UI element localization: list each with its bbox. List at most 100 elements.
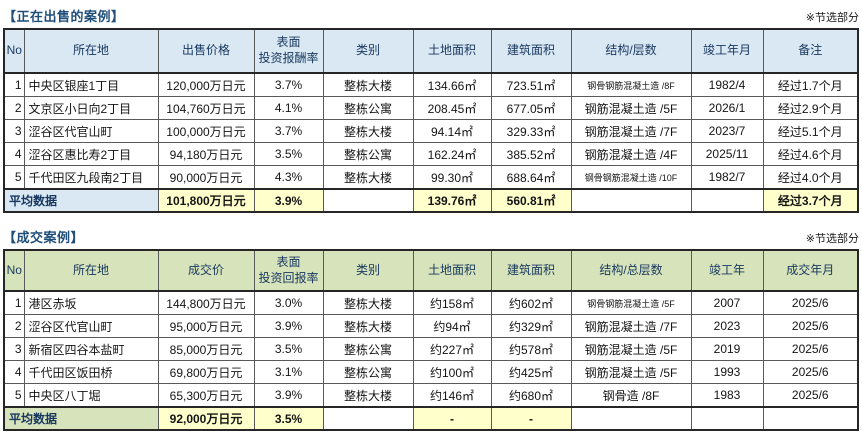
cell: 3: [3, 337, 25, 361]
cell: 134.66㎡: [412, 72, 492, 97]
cell: 3.5%: [253, 337, 324, 361]
column-header: 建筑面积: [490, 249, 572, 292]
section-title-for-sale: 【正在出售的案例】: [3, 9, 125, 24]
section-title-closed-deals: 【成交案例】: [3, 230, 85, 245]
cell: 1: [3, 72, 25, 97]
cell: 2026/1: [690, 96, 764, 120]
cell: 钢骨钢筋混凝土造 /5F: [570, 290, 692, 315]
cell: 329.33㎡: [490, 119, 572, 143]
cell: 2: [3, 96, 25, 120]
cell: 3.0%: [253, 290, 324, 315]
cell: 677.05㎡: [490, 96, 572, 120]
cell: 整栋大楼: [322, 314, 414, 338]
average-cell: 3.9%: [253, 188, 324, 213]
cell: 144,800万日元: [157, 290, 255, 315]
cell: 钢骨钢筋混凝土造 /8F: [570, 72, 692, 97]
cell: 2007: [690, 290, 764, 315]
table-row: 1 中央区银座1丁目 120,000万日元 3.7% 整栋大楼 134.66㎡ 723.51…: [3, 72, 859, 97]
table-row: 4 千代田区饭田桥 69,800万日元 3.1% 整栋公寓 约100㎡ 约425㎡ 钢筋混凝土…: [3, 360, 859, 384]
cell: 4: [3, 142, 25, 166]
cell: 整栋大楼: [322, 290, 414, 315]
section-head: 【正在出售的案例】 ※节选部分: [3, 4, 859, 28]
cell: 2025/6: [762, 360, 859, 384]
average-cell: [570, 406, 692, 431]
cell: 5: [3, 165, 25, 190]
closed-deals-table: No 所在地 成交价 表面 投资回报率 类别 土地面积 建筑面积 结构/总层数 竣工年 成交年月 1…: [3, 249, 859, 431]
cell: 99.30㎡: [412, 165, 492, 190]
cell: 3.9%: [253, 383, 324, 408]
cell: 约227㎡: [412, 337, 492, 361]
cell: 100,000万日元: [157, 119, 255, 143]
cell: 钢筋混凝土造 /7F: [570, 314, 692, 338]
column-header: 备注: [762, 28, 859, 74]
cell: 2023/7: [690, 119, 764, 143]
cell: 4.1%: [253, 96, 324, 120]
average-cell: 92,000万日元: [157, 406, 255, 431]
column-header: 类别: [322, 28, 414, 74]
average-cell: [322, 188, 414, 213]
average-cell: 139.76㎡: [412, 188, 492, 213]
cell: 约680㎡: [490, 383, 572, 408]
cell: 3.5%: [253, 142, 324, 166]
average-cell: [690, 406, 764, 431]
column-header: 所在地: [23, 28, 159, 74]
cell: 约578㎡: [490, 337, 572, 361]
cell: 钢骨造 /8F: [570, 383, 692, 408]
cell: 2025/6: [762, 337, 859, 361]
cell: 整栋大楼: [322, 72, 414, 97]
cell: 65,300万日元: [157, 383, 255, 408]
cell: 涩谷区代官山町: [23, 314, 159, 338]
header-row: No 所在地 出售价格 表面 投资报酬率 类别 土地面积 建筑面积 结构/层数 竣工年月 备注: [3, 28, 859, 74]
table-row: 4 涩谷区惠比寿2丁目 94,180万日元 3.5% 整栋公寓 162.24㎡ 385.52…: [3, 142, 859, 166]
average-row: 平均数据 101,800万日元 3.9% 139.76㎡ 560.81㎡ 经过3.7个月: [3, 188, 859, 213]
average-cell: 560.81㎡: [490, 188, 572, 213]
cell: 钢筋混凝土造 /5F: [570, 360, 692, 384]
column-header: 结构/总层数: [570, 249, 692, 292]
cell: 2: [3, 314, 25, 338]
cell: 104,760万日元: [157, 96, 255, 120]
cell: 整栋公寓: [322, 360, 414, 384]
average-cell: [322, 406, 414, 431]
excerpt-note: ※节选部分: [805, 12, 859, 24]
header-row: No 所在地 成交价 表面 投资回报率 类别 土地面积 建筑面积 结构/总层数 竣工年 成交年月: [3, 249, 859, 292]
cell: 约329㎡: [490, 314, 572, 338]
cell: 3.7%: [253, 119, 324, 143]
column-header: 成交年月: [762, 249, 859, 292]
cell: 1983: [690, 383, 764, 408]
cell: 钢筋混凝土造 /5F: [570, 96, 692, 120]
cell: 港区赤坂: [23, 290, 159, 315]
cell: 经过2.9个月: [762, 96, 859, 120]
cell: 涩谷区惠比寿2丁目: [23, 142, 159, 166]
cell: 钢筋混凝土造 /7F: [570, 119, 692, 143]
cell: 688.64㎡: [490, 165, 572, 190]
table-row: 2 涩谷区代官山町 95,000万日元 3.9% 整栋大楼 约94㎡ 约329㎡ 钢筋混凝土造…: [3, 314, 859, 338]
page: 【正在出售的案例】 ※节选部分 No 所在地 出售价格 表面 投资报酬率 类别 土地面积建…: [3, 4, 859, 431]
cell: 整栋大楼: [322, 383, 414, 408]
column-header: 成交价: [157, 249, 255, 292]
column-header: 土地面积: [412, 249, 492, 292]
average-row: 平均数据 92,000万日元 3.5% - -: [3, 406, 859, 431]
cell: 85,000万日元: [157, 337, 255, 361]
table-row: 5 千代田区九段南2丁目 90,000万日元 4.3% 整栋大楼 99.30㎡ 688.64…: [3, 165, 859, 190]
cell: 4.3%: [253, 165, 324, 190]
cell: 2025/11: [690, 142, 764, 166]
section-gap: [3, 213, 859, 225]
cell: 钢骨钢筋混凝土造 /10F: [570, 165, 692, 190]
average-cell: [762, 406, 859, 431]
cell: 1982/7: [690, 165, 764, 190]
average-cell: 101,800万日元: [157, 188, 255, 213]
average-label: 平均数据: [3, 406, 159, 431]
cell: 中央区银座1丁目: [23, 72, 159, 97]
section-head: 【成交案例】 ※节选部分: [3, 225, 859, 249]
cell: 约146㎡: [412, 383, 492, 408]
average-label: 平均数据: [3, 188, 159, 213]
cell: 约100㎡: [412, 360, 492, 384]
column-header: 类别: [322, 249, 414, 292]
average-cell: 经过3.7个月: [762, 188, 859, 213]
column-header: 所在地: [23, 249, 159, 292]
cell: 162.24㎡: [412, 142, 492, 166]
cell: 90,000万日元: [157, 165, 255, 190]
cell: 整栋公寓: [322, 337, 414, 361]
cell: 208.45㎡: [412, 96, 492, 120]
cell: 文京区小日向2丁目: [23, 96, 159, 120]
